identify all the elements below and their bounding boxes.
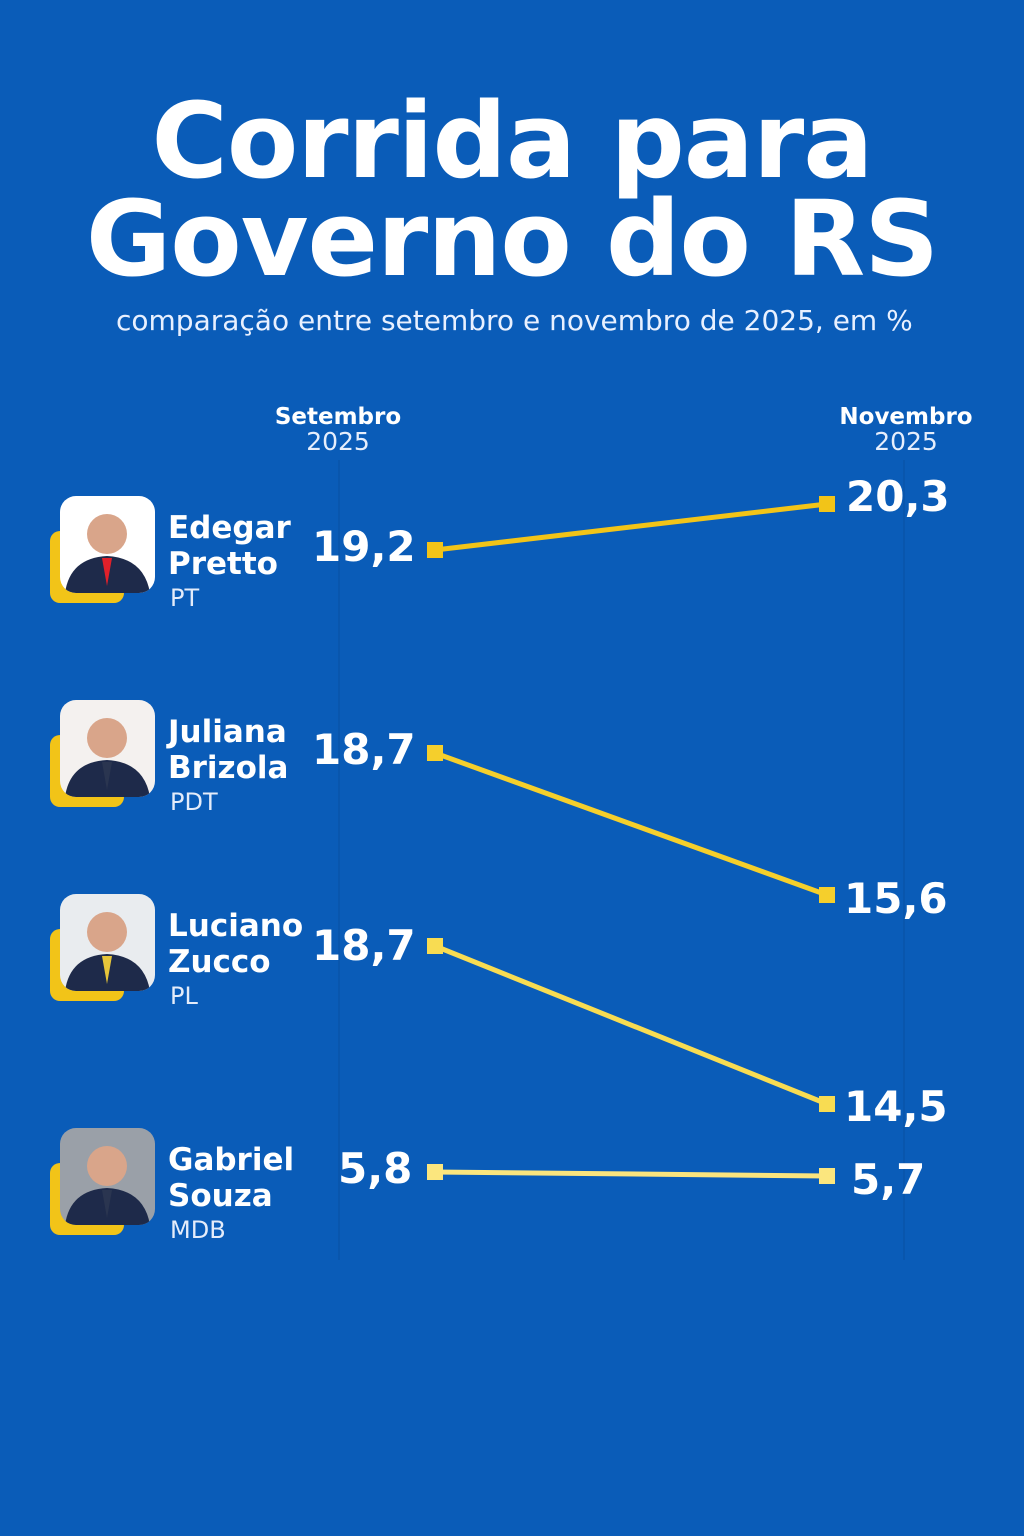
year-label: 2025 — [306, 427, 370, 456]
point-september — [427, 938, 443, 954]
candidate-photo — [60, 700, 155, 797]
candidate-name: Gabriel Souza — [168, 1142, 295, 1214]
value-label-november: 20,3 — [846, 472, 950, 521]
point-november — [819, 1168, 835, 1184]
candidate-0: Edegar Pretto PT — [50, 496, 430, 616]
point-september — [427, 745, 443, 761]
candidate-photo — [60, 1128, 155, 1225]
candidate-party: PL — [170, 982, 198, 1010]
point-november — [819, 1096, 835, 1112]
title-line-1: Corrida para — [151, 80, 874, 202]
guide-line-november — [903, 460, 905, 1260]
title-line-2: Governo do RS — [85, 178, 939, 300]
candidate-1: Juliana Brizola PDT — [50, 700, 430, 820]
value-label-september: 18,7 — [312, 725, 416, 774]
series-line — [434, 943, 828, 1107]
candidate-3: Gabriel Souza MDB — [50, 1128, 430, 1248]
candidate-photo — [60, 496, 155, 593]
value-label-september: 5,8 — [338, 1144, 413, 1193]
series-line — [434, 750, 828, 898]
candidate-party: PT — [170, 584, 200, 612]
point-september — [427, 1164, 443, 1180]
month-label: Setembro — [274, 404, 402, 430]
candidate-name: Juliana Brizola — [168, 714, 289, 786]
value-label-september: 19,2 — [312, 522, 416, 571]
subtitle: comparação entre setembro e novembro de … — [116, 304, 913, 337]
candidate-photo — [60, 894, 155, 991]
month-label: Novembro — [839, 404, 973, 430]
column-header-november: Novembro 2025 — [806, 404, 1006, 454]
point-november — [819, 887, 835, 903]
value-label-november: 14,5 — [844, 1082, 948, 1131]
candidate-party: MDB — [170, 1216, 226, 1244]
guide-line-september — [338, 460, 340, 1260]
column-header-september: Setembro 2025 — [238, 404, 438, 454]
candidate-name: Edegar Pretto — [168, 510, 291, 582]
point-september — [427, 542, 443, 558]
series-line — [434, 1169, 828, 1179]
candidate-party: PDT — [170, 788, 218, 816]
value-label-november: 15,6 — [844, 874, 948, 923]
candidate-name: Luciano Zucco — [168, 908, 304, 980]
point-november — [819, 496, 835, 512]
value-label-september: 18,7 — [312, 921, 416, 970]
title: Corrida para Governo do RS — [0, 80, 1024, 300]
year-label: 2025 — [874, 427, 938, 456]
series-line — [434, 501, 828, 553]
value-label-november: 5,7 — [851, 1155, 926, 1204]
candidate-2: Luciano Zucco PL — [50, 894, 430, 1014]
